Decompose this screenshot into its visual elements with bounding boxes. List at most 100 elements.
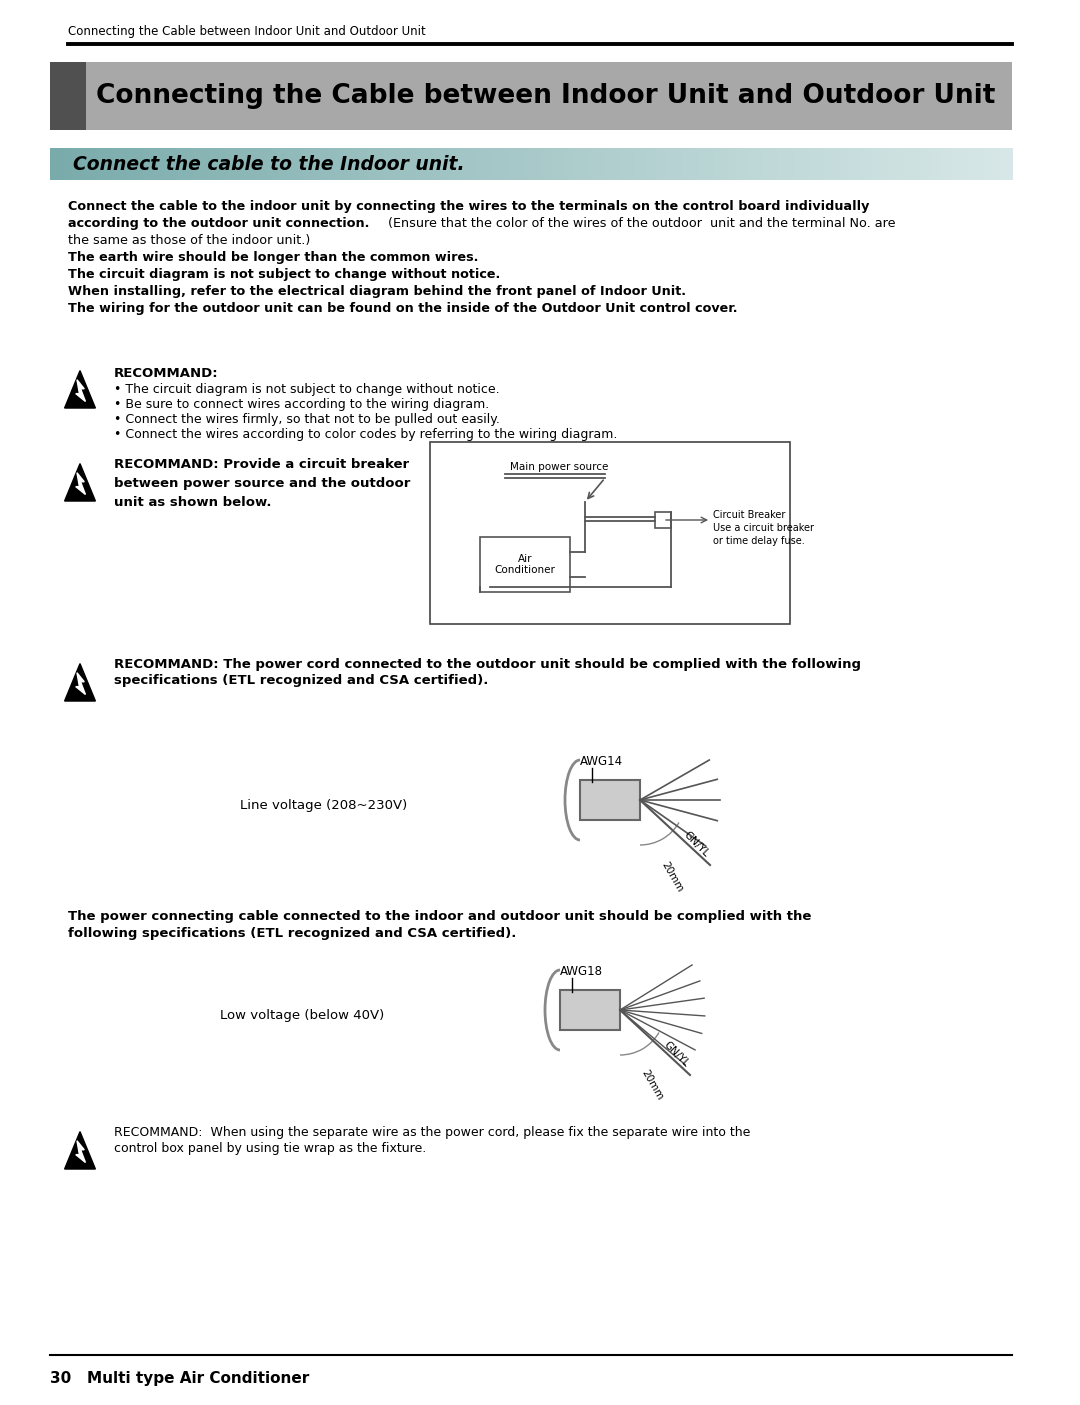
Bar [826, 148, 831, 180]
Bar [255, 148, 259, 180]
Bar [528, 148, 532, 180]
Bar [611, 148, 616, 180]
Bar [476, 148, 481, 180]
Bar [553, 148, 557, 180]
Bar [846, 148, 850, 180]
Bar [59, 148, 64, 180]
Bar [435, 148, 438, 180]
Text: AWG18: AWG18 [561, 965, 603, 978]
Bar [704, 148, 708, 180]
Bar [242, 148, 246, 180]
Bar [303, 148, 308, 180]
Bar [146, 148, 150, 180]
Bar [323, 148, 327, 180]
Bar [746, 148, 750, 180]
Bar [967, 148, 971, 180]
Bar [833, 148, 837, 180]
Bar [390, 148, 394, 180]
Bar [572, 148, 577, 180]
Bar [761, 148, 766, 180]
Text: • Connect the wires firmly, so that not to be pulled out easily.: • Connect the wires firmly, so that not … [114, 413, 500, 426]
Bar [582, 148, 586, 180]
Bar [486, 148, 490, 180]
Bar [271, 148, 275, 180]
Bar [329, 148, 334, 180]
Bar [211, 148, 215, 180]
Bar [483, 148, 487, 180]
Bar [750, 148, 753, 180]
Bar [685, 148, 689, 180]
Text: following specifications (ETL recognized and CSA certified).: following specifications (ETL recognized… [68, 927, 516, 940]
Bar [89, 148, 93, 180]
Text: When installing, refer to the electrical diagram behind the front panel of Indoo: When installing, refer to the electrical… [68, 285, 686, 298]
Bar [900, 148, 904, 180]
Bar [387, 148, 391, 180]
Bar [681, 148, 686, 180]
Bar [913, 148, 917, 180]
Bar [989, 148, 994, 180]
Bar [797, 148, 801, 180]
Bar [778, 148, 782, 180]
Bar [621, 148, 625, 180]
Bar [72, 148, 77, 180]
Bar [559, 148, 564, 180]
Bar [333, 148, 336, 180]
Bar [852, 148, 855, 180]
Bar [364, 148, 368, 180]
Bar [159, 148, 163, 180]
Polygon shape [76, 673, 85, 694]
Bar [813, 148, 818, 180]
Bar [986, 148, 990, 180]
Bar [823, 148, 827, 180]
Bar [50, 148, 54, 180]
Bar [579, 148, 583, 180]
Bar [980, 148, 984, 180]
Text: specifications (ETL recognized and CSA certified).: specifications (ETL recognized and CSA c… [114, 674, 488, 687]
Bar [341, 148, 346, 180]
Bar [224, 148, 228, 180]
Bar [108, 148, 112, 180]
Bar [85, 148, 90, 180]
Bar [618, 148, 622, 180]
Text: RECOMMAND:: RECOMMAND: [114, 367, 218, 379]
Bar [505, 148, 510, 180]
Bar [162, 148, 166, 180]
Bar [152, 148, 157, 180]
Text: 20mm: 20mm [660, 860, 686, 894]
Text: 30   Multi type Air Conditioner: 30 Multi type Air Conditioner [50, 1370, 309, 1385]
Bar [669, 148, 673, 180]
Bar [198, 148, 202, 180]
Bar [711, 148, 715, 180]
Text: AWG14: AWG14 [580, 754, 623, 769]
Bar [678, 148, 683, 180]
Bar [204, 148, 208, 180]
Bar [804, 148, 808, 180]
Bar [870, 148, 875, 180]
Bar [791, 148, 795, 180]
Bar [691, 148, 696, 180]
Bar [810, 148, 814, 180]
Bar [92, 148, 96, 180]
Bar [480, 148, 484, 180]
Bar [268, 148, 272, 180]
Bar [403, 148, 407, 180]
Bar [76, 148, 80, 180]
Polygon shape [76, 379, 85, 402]
Bar [188, 148, 192, 180]
Bar [556, 148, 561, 180]
Bar [740, 148, 744, 180]
Bar [634, 148, 638, 180]
Bar [499, 148, 503, 180]
Text: Air
Conditioner: Air Conditioner [495, 554, 555, 575]
Bar [118, 148, 122, 180]
Bar [124, 148, 127, 180]
Bar [544, 148, 548, 180]
Bar [63, 148, 67, 180]
Bar [377, 148, 381, 180]
Bar [294, 148, 298, 180]
Bar [432, 148, 436, 180]
Bar [450, 148, 455, 180]
Bar [258, 148, 262, 180]
Bar [136, 148, 140, 180]
Bar [492, 148, 497, 180]
